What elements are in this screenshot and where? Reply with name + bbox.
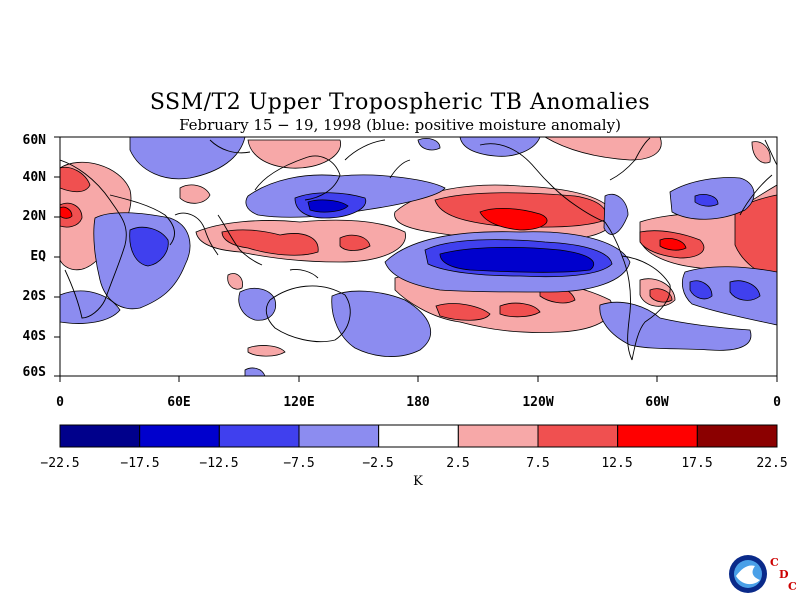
anomaly-region bbox=[129, 137, 246, 180]
anomaly-region bbox=[244, 367, 266, 376]
colorbar-tick-label: −17.5 bbox=[120, 456, 160, 471]
anomaly-region bbox=[179, 184, 211, 204]
lon-label: 60E bbox=[167, 395, 191, 410]
anomaly-region bbox=[227, 273, 243, 290]
colorbar-tick-label: −12.5 bbox=[199, 456, 239, 471]
cdc-letter: C bbox=[788, 580, 797, 593]
axis-ticks bbox=[54, 136, 778, 382]
cdc-letter: D bbox=[779, 568, 789, 581]
anomaly-region bbox=[60, 166, 91, 193]
colorbar-swatch bbox=[457, 424, 539, 448]
lat-label: 20N bbox=[22, 209, 46, 224]
anomaly-region bbox=[659, 238, 687, 251]
colorbar-swatch bbox=[139, 424, 220, 448]
cdc-letter: C bbox=[770, 556, 779, 569]
anomaly-region bbox=[435, 303, 491, 321]
lon-label: 120W bbox=[522, 395, 554, 410]
colorbar-tick-label: 22.5 bbox=[756, 456, 788, 471]
anomaly-region bbox=[307, 199, 349, 213]
colorbar-unit: K bbox=[413, 474, 423, 489]
anomaly-region bbox=[729, 280, 761, 301]
colorbar-swatch bbox=[59, 424, 141, 448]
lon-label: 180 bbox=[406, 395, 430, 410]
colorbar-swatch bbox=[617, 424, 698, 448]
anomaly-region bbox=[238, 287, 277, 321]
anomaly-region bbox=[129, 226, 169, 267]
anomaly-region bbox=[681, 266, 777, 326]
coastlines bbox=[60, 137, 777, 361]
colorbar-tick-label: 2.5 bbox=[446, 456, 470, 471]
colorbar-tick-label: 7.5 bbox=[526, 456, 550, 471]
colorbar-swatch bbox=[298, 424, 380, 448]
lon-label: 0 bbox=[56, 395, 64, 410]
anomaly-region bbox=[599, 301, 752, 351]
anomaly-region bbox=[544, 137, 662, 161]
lon-label: 0 bbox=[773, 395, 781, 410]
anomaly-region bbox=[603, 193, 629, 235]
chart-title: SSM/T2 Upper Tropospheric TB Anomalies bbox=[149, 90, 651, 115]
anomaly-region bbox=[689, 280, 713, 300]
lon-label: 120E bbox=[283, 395, 315, 410]
colorbar bbox=[59, 424, 778, 448]
anomaly-region bbox=[60, 206, 73, 219]
anomaly-region bbox=[499, 302, 541, 318]
anomaly-region bbox=[417, 138, 441, 151]
anomaly-region bbox=[751, 141, 771, 164]
anomaly-region bbox=[339, 234, 371, 251]
lat-label: EQ bbox=[30, 249, 46, 264]
colorbar-swatch bbox=[218, 424, 300, 448]
lat-label: 40S bbox=[22, 329, 46, 344]
lat-label: 20S bbox=[22, 289, 46, 304]
anomaly-region bbox=[439, 246, 595, 273]
chart-subtitle: February 15 − 19, 1998 (blue: positive m… bbox=[179, 116, 621, 134]
colorbar-tick-label: −22.5 bbox=[40, 456, 80, 471]
colorbar-tick-label: −2.5 bbox=[362, 456, 394, 471]
anomaly-region bbox=[331, 290, 431, 357]
anomaly-region bbox=[247, 345, 286, 357]
anomaly-region bbox=[247, 139, 341, 169]
colorbar-swatch bbox=[696, 424, 778, 448]
colorbar-tick-label: −7.5 bbox=[283, 456, 315, 471]
map-field bbox=[60, 137, 777, 376]
anomaly-region bbox=[649, 288, 673, 303]
colorbar-tick-label: 17.5 bbox=[681, 456, 713, 471]
lat-label: 40N bbox=[22, 170, 46, 185]
anomaly-region bbox=[479, 208, 548, 231]
anomaly-region bbox=[694, 194, 719, 207]
colorbar-swatch bbox=[537, 424, 619, 448]
lat-label: 60S bbox=[22, 365, 46, 380]
colorbar-tick-label: 12.5 bbox=[601, 456, 633, 471]
anomaly-region bbox=[459, 137, 541, 157]
lat-label: 60N bbox=[22, 133, 46, 148]
lon-label: 60W bbox=[645, 395, 669, 410]
noaa-logo bbox=[729, 555, 767, 593]
colorbar-swatch bbox=[378, 424, 459, 448]
